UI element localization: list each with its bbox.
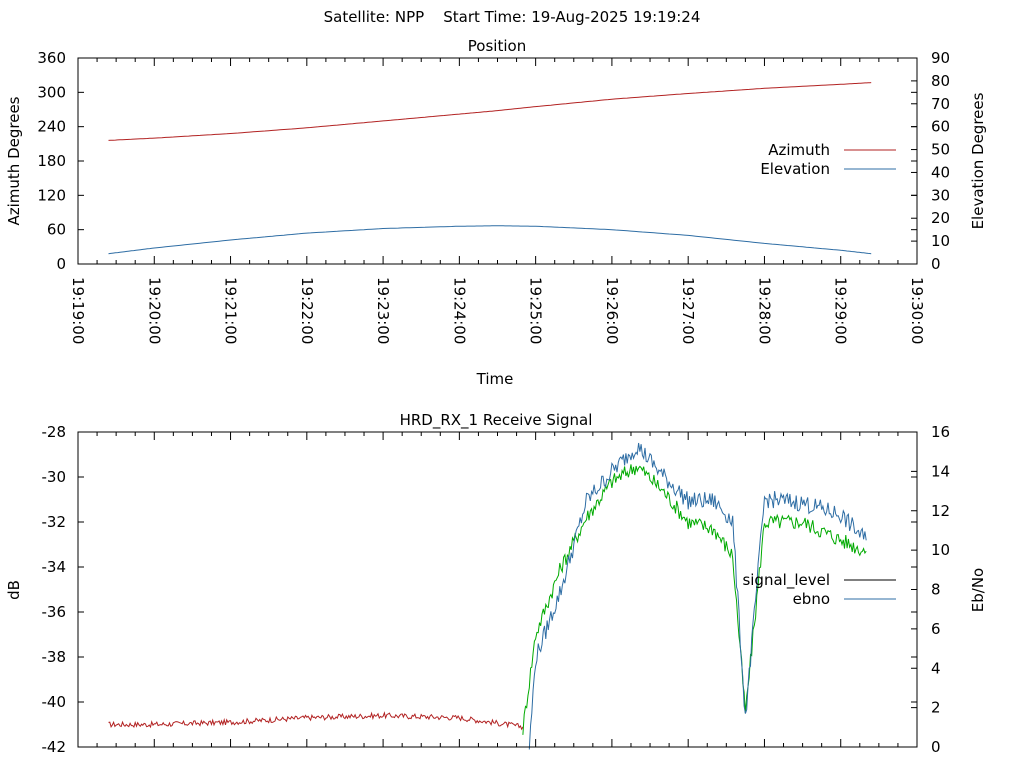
position-chart: Position 0 60 120 180 240 300 360 0 10 20 30 40 50 6… [5,37,987,388]
receive-signal-signal-level-line [522,464,867,735]
receive-signal-legend-label: ebno [793,590,830,608]
receive-signal-chart-title: HRD_RX_1 Receive Signal [400,411,593,430]
position-y2-tick-label: 50 [931,141,950,159]
receive-signal-y-tick-label: -34 [42,558,67,576]
position-x-axis-label: Time [476,370,514,388]
position-y2-tick-label: 80 [931,72,950,90]
position-y2-tick-label: 90 [931,49,950,67]
position-y2-tick-label: 20 [931,209,950,227]
position-x-tick-label: 19:28:00 [755,277,773,344]
receive-signal-y2-tick-label: 0 [931,738,941,756]
position-y2-tick-label: 70 [931,95,950,113]
position-x-tick-label: 19:27:00 [679,277,697,344]
position-x-tick-label: 19:26:00 [603,277,621,344]
receive-signal-y-tick-label: -38 [42,648,67,666]
receive-signal-y-tick-label: -40 [42,693,67,711]
receive-signal-y2-tick-label: 6 [931,620,941,638]
position-elevation-line [108,225,872,255]
receive-signal-y2-tick-label: 12 [931,502,950,520]
receive-signal-y2-tick-label: 2 [931,699,941,717]
position-x-tick-label: 19:23:00 [374,277,392,344]
position-y2-tick-label: 10 [931,232,950,250]
position-azimuth-line [108,82,872,141]
figure-header: Satellite: NPP Start Time: 19-Aug-2025 1… [324,8,701,26]
receive-signal-y2-tick-label: 8 [931,581,941,599]
position-plot-frame [77,57,918,265]
position-y-tick-label: 240 [37,118,66,136]
position-chart-title: Position [468,37,526,55]
receive-signal-y-tick-label: -28 [42,423,67,441]
receive-signal-y2-tick-label: 4 [931,659,941,677]
position-x-tick-label: 19:24:00 [450,277,468,344]
position-y2-tick-label: 30 [931,186,950,204]
position-x-tick-label: 19:22:00 [298,277,316,344]
receive-signal-y-tick-label: -42 [42,738,67,756]
position-x-tick-label: 19:30:00 [908,277,926,344]
receive-signal-y2-tick-label: 14 [931,462,950,480]
position-x-tick-label: 19:19:00 [69,277,87,344]
position-y-axis-label: Azimuth Degrees [5,96,23,225]
receive-signal-y-axis-label: dB [5,580,23,600]
receive-signal-y2-axis-label: Eb/No [969,568,987,612]
position-y-tick-label: 0 [56,255,66,273]
position-y-tick-label: 180 [37,152,66,170]
receive-signal-legend-label: signal_level [742,571,830,590]
position-x-tick-label: 19:25:00 [527,277,545,344]
position-x-tick-label: 19:20:00 [145,277,163,344]
position-legend-label: Elevation [760,160,830,178]
position-legend-label: Azimuth [768,141,830,159]
position-y2-tick-label: 40 [931,163,950,181]
receive-signal-y-tick-label: -32 [42,513,67,531]
position-y-tick-label: 360 [37,49,66,67]
receive-signal-chart: HRD_RX_1 Receive Signal -42 -40 -38 -36 -34 -… [5,411,987,756]
position-y2-tick-label: 60 [931,118,950,136]
receive-signal-y-tick-label: -36 [42,603,67,621]
receive-signal-ebno-line [528,442,867,750]
receive-signal-signal-level-line [108,711,524,731]
position-y2-axis-label: Elevation Degrees [969,92,987,229]
receive-signal-plot-frame [77,431,918,748]
position-y-tick-label: 120 [37,186,66,204]
position-x-tick-label: 19:21:00 [222,277,240,344]
receive-signal-y2-tick-label: 16 [931,423,950,441]
receive-signal-y-tick-label: -30 [42,468,67,486]
position-y2-tick-label: 0 [931,255,941,273]
position-y-tick-label: 60 [47,221,66,239]
receive-signal-y2-tick-label: 10 [931,541,950,559]
position-x-tick-label: 19:29:00 [832,277,850,344]
position-y-tick-label: 300 [37,83,66,101]
